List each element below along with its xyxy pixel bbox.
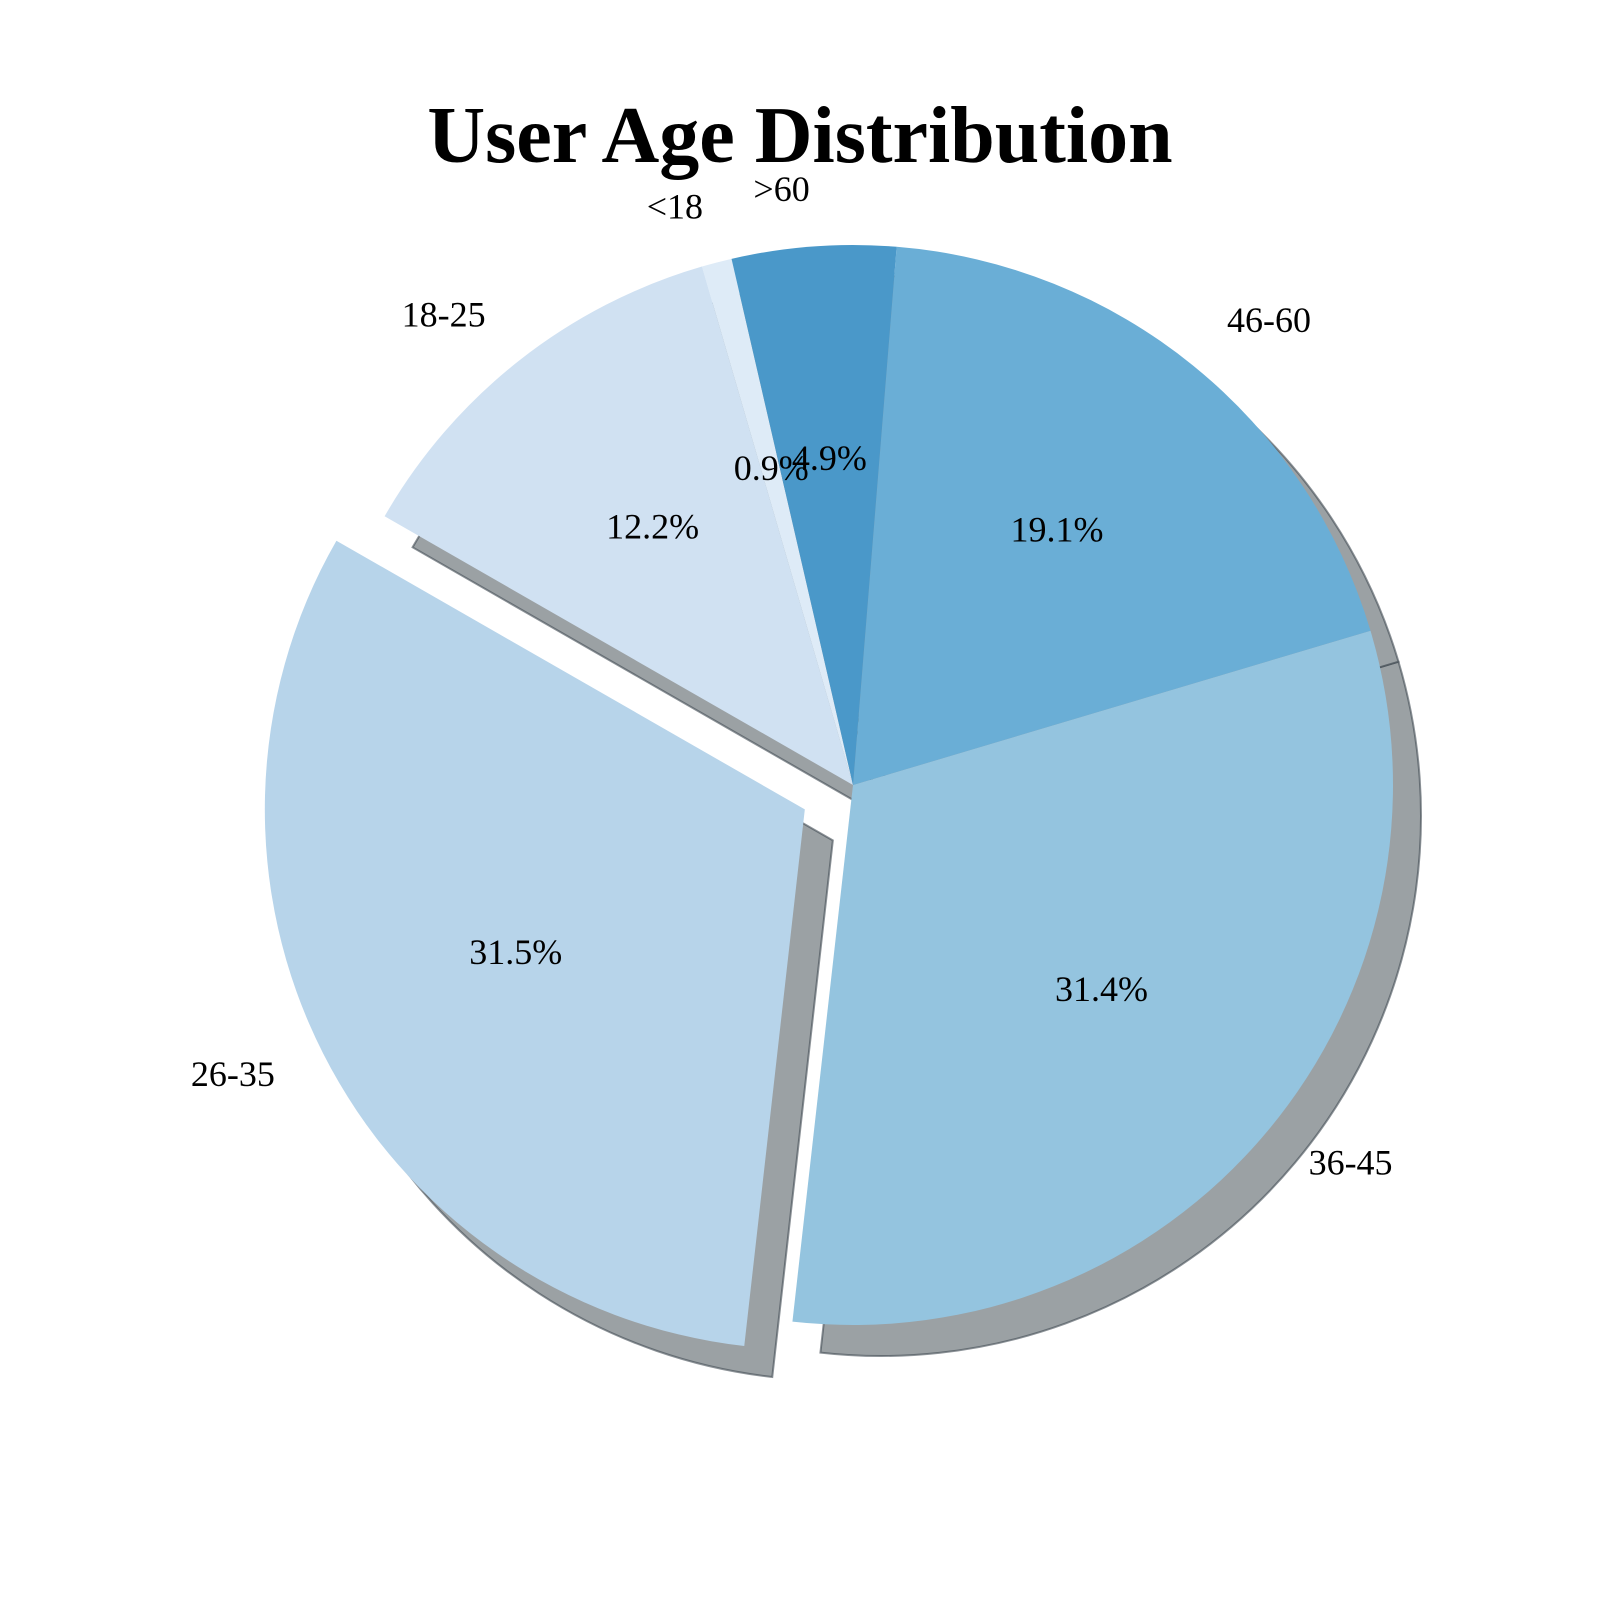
- slice-over-60: [731, 245, 897, 785]
- slice-36-45: [792, 630, 1393, 1325]
- slice-46-60: [853, 246, 1371, 785]
- category-label-46-60: 46-60: [1227, 300, 1311, 340]
- percent-label-under-18: 0.9%: [734, 448, 809, 488]
- category-label-under-18: <18: [647, 186, 703, 226]
- label-layer: <18 0.9% 18-25 12.2% 26-35 31.5% 36-45 31.4% 46-…: [191, 169, 1393, 1183]
- category-label-26-35: 26-35: [191, 1054, 275, 1094]
- slice-layer: [264, 245, 1393, 1346]
- slice-26-35: [264, 540, 805, 1346]
- category-label-over-60: >60: [753, 169, 809, 209]
- category-label-18-25: 18-25: [402, 294, 486, 334]
- percent-label-26-35: 31.5%: [469, 932, 562, 972]
- percent-label-46-60: 19.1%: [1010, 510, 1103, 550]
- chart-title: User Age Distribution: [427, 92, 1173, 180]
- slice-under-18: [701, 258, 853, 785]
- category-label-36-45: 36-45: [1309, 1142, 1393, 1182]
- percent-label-36-45: 31.4%: [1055, 969, 1148, 1009]
- slice-18-25: [384, 266, 853, 785]
- percent-label-18-25: 12.2%: [606, 507, 699, 547]
- percent-label-over-60: 4.9%: [792, 438, 867, 478]
